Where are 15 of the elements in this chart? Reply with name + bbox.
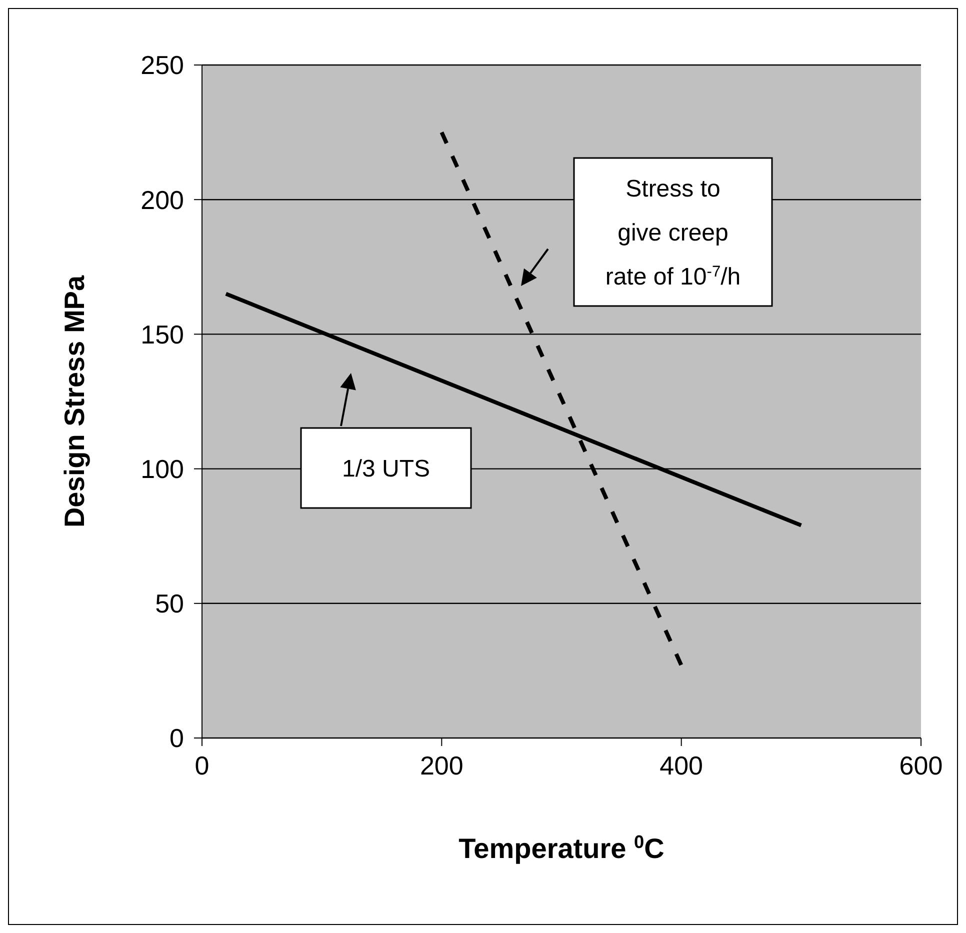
y-tick-label: 250 bbox=[140, 50, 184, 80]
x-tick-label: 600 bbox=[899, 750, 943, 780]
x-tick-label: 200 bbox=[420, 750, 464, 780]
y-tick-label: 100 bbox=[140, 454, 184, 484]
x-tick-label: 0 bbox=[194, 750, 210, 780]
figure-frame: Stress to give creep rate of 10$^{-7}$/h 1/3 UTS Temperature $^{0}$C Design Stress MPa 0 200 400 600 0 50 100 150 200 250 bbox=[8, 8, 958, 925]
annotation: Stress to give creep rate of 10$^{-7}$/h bbox=[605, 175, 741, 290]
y-tick-label: 150 bbox=[140, 319, 184, 350]
annotation: 1/3 UTS bbox=[342, 455, 430, 482]
y-axis-title: Design Stress MPa bbox=[59, 275, 90, 528]
y-tick-label: 0 bbox=[170, 723, 184, 754]
y-tick-label: 50 bbox=[155, 588, 184, 619]
y-tick-label: 200 bbox=[140, 184, 184, 215]
x-axis-title: Temperature $^{0}$C bbox=[458, 832, 664, 864]
x-tick-label: 400 bbox=[660, 750, 704, 780]
